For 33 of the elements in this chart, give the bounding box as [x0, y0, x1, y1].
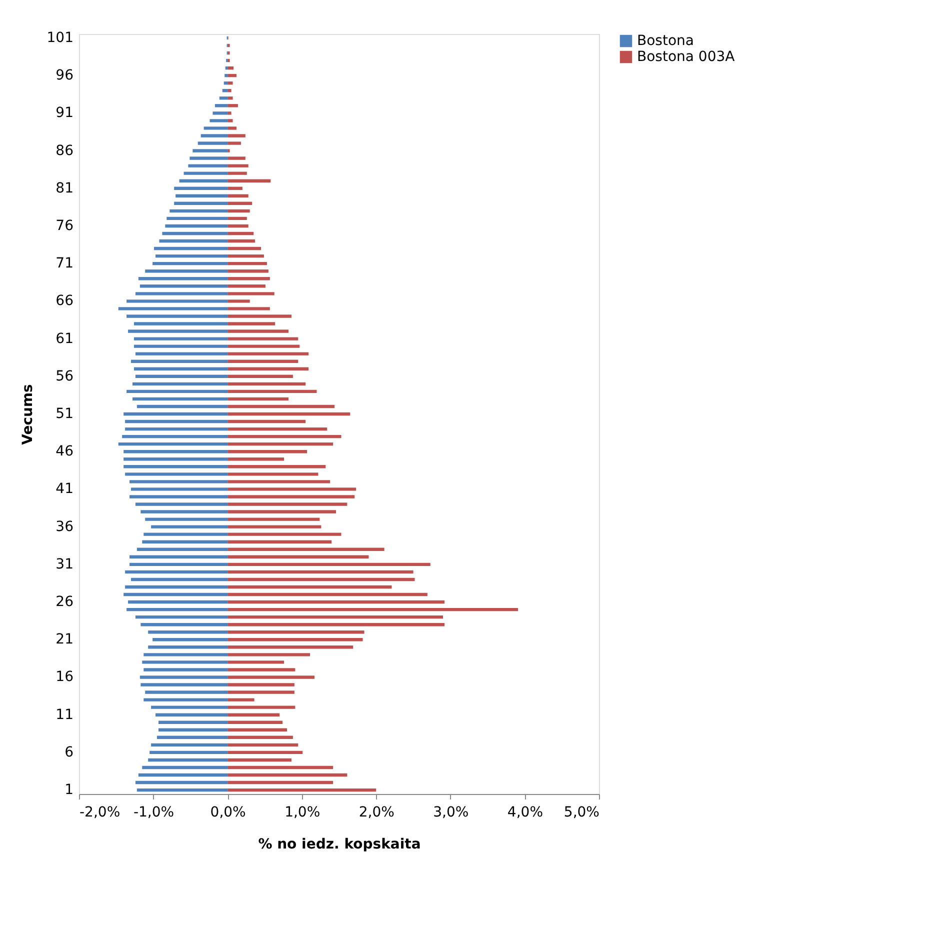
y-tick-label: 41 — [56, 481, 74, 498]
x-tick-label: -2,0% — [80, 804, 120, 820]
y-tick-label: 46 — [56, 444, 74, 460]
y-tick-label: 56 — [56, 368, 74, 384]
x-tick-label: 0,0% — [210, 804, 246, 820]
y-tick-label: 76 — [56, 218, 74, 234]
x-tick-label: 4,0% — [507, 804, 544, 820]
y-tick-label: 86 — [56, 142, 74, 159]
y-tick-label: 91 — [56, 105, 74, 122]
y-tick-label: 31 — [56, 556, 74, 572]
y-tick-label: 81 — [56, 180, 74, 196]
y-tick-label: 1 — [64, 782, 74, 798]
y-tick-label: 21 — [56, 632, 74, 648]
y-tick-label: 16 — [56, 669, 74, 686]
y-tick-label: 101 — [46, 30, 74, 46]
y-tick-label: 11 — [56, 706, 74, 723]
x-axis-title: % no iedz. kopskaita — [258, 836, 421, 852]
y-tick-label: 51 — [56, 406, 74, 422]
x-tick-label: 3,0% — [433, 804, 469, 820]
legend-label: Bostona 003A — [637, 49, 736, 65]
y-axis-title: Vecums — [20, 384, 36, 445]
y-tick-label: 96 — [56, 68, 74, 84]
x-tick-label: 1,0% — [284, 804, 320, 820]
y-tick-label: 26 — [56, 594, 74, 610]
legend-label: Bostona — [637, 33, 694, 49]
y-tick-label: 66 — [56, 293, 74, 310]
y-tick-label: 6 — [64, 744, 74, 760]
y-tick-label: 61 — [56, 330, 74, 347]
y-tick-label: 36 — [56, 518, 74, 535]
x-tick-label: -1,0% — [133, 804, 174, 820]
x-tick-label: 2,0% — [358, 804, 394, 820]
x-tick-label: 5,0% — [564, 804, 600, 820]
y-tick-label: 71 — [56, 256, 74, 272]
